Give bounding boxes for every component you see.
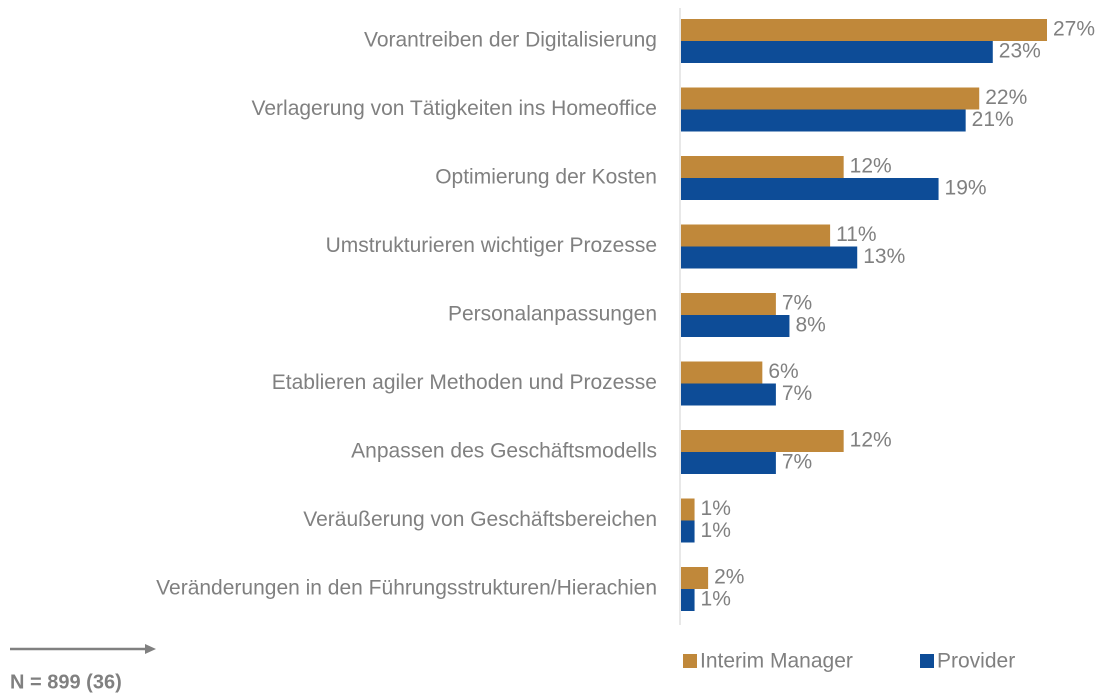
category-label: Etablieren agiler Methoden und Prozesse bbox=[272, 371, 657, 394]
bar bbox=[681, 178, 939, 200]
bar bbox=[681, 41, 993, 63]
value-label: 7% bbox=[782, 292, 812, 315]
value-label: 12% bbox=[850, 155, 892, 178]
value-label: 21% bbox=[972, 108, 1014, 131]
value-label: 22% bbox=[985, 86, 1027, 109]
category-label: Veräußerung von Geschäftsbereichen bbox=[303, 508, 657, 531]
value-label: 27% bbox=[1053, 18, 1095, 41]
value-label: 1% bbox=[701, 588, 731, 611]
value-label: 2% bbox=[714, 566, 744, 589]
bar bbox=[681, 109, 966, 132]
bar bbox=[681, 498, 695, 521]
bar bbox=[681, 452, 776, 474]
value-label: 7% bbox=[782, 451, 812, 474]
bar bbox=[681, 224, 831, 247]
legend-swatch bbox=[920, 654, 934, 668]
value-label: 11% bbox=[836, 223, 876, 246]
value-label: 1% bbox=[701, 497, 731, 520]
value-label: 6% bbox=[768, 360, 798, 383]
category-label: Verlagerung von Tätigkeiten ins Homeoffi… bbox=[252, 97, 657, 120]
value-label: 23% bbox=[999, 40, 1041, 63]
bar bbox=[681, 361, 763, 384]
legend-label: Interim Manager bbox=[700, 650, 853, 673]
bar bbox=[681, 589, 695, 611]
category-label: Optimierung der Kosten bbox=[435, 166, 657, 189]
legend-swatch bbox=[683, 654, 697, 668]
bar bbox=[681, 430, 844, 452]
bar bbox=[681, 567, 709, 589]
value-label: 19% bbox=[945, 177, 987, 200]
annotation: N = 899 (36) bbox=[10, 671, 122, 693]
bar bbox=[681, 87, 980, 110]
value-label: 13% bbox=[863, 245, 905, 268]
category-label: Veränderungen in den Führungsstrukturen/… bbox=[156, 577, 657, 600]
category-label: Vorantreiben der Digitalisierung bbox=[364, 29, 657, 52]
category-label: Anpassen des Geschäftsmodells bbox=[351, 440, 657, 463]
value-label: 12% bbox=[850, 429, 892, 452]
bar bbox=[681, 156, 844, 178]
category-label: Umstrukturieren wichtiger Prozesse bbox=[326, 234, 657, 257]
bar bbox=[681, 383, 776, 406]
value-label: 7% bbox=[782, 382, 812, 405]
value-label: 8% bbox=[795, 314, 825, 337]
arrow-head bbox=[145, 644, 156, 654]
category-label: Personalanpassungen bbox=[448, 303, 657, 326]
bar bbox=[681, 246, 858, 269]
bar bbox=[681, 315, 790, 337]
bar bbox=[681, 19, 1047, 41]
bar bbox=[681, 293, 776, 315]
value-label: 1% bbox=[701, 519, 731, 542]
bar bbox=[681, 520, 695, 543]
legend-label: Provider bbox=[937, 650, 1015, 673]
